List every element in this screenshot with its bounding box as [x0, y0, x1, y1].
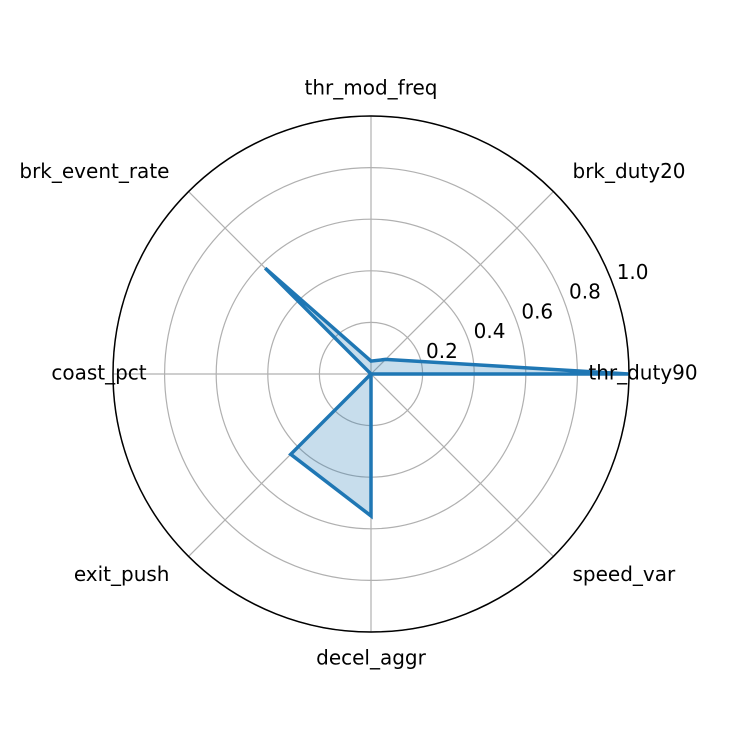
- r-tick-label-1: 0.2: [426, 339, 458, 363]
- spoke-brk_duty20: [371, 192, 553, 374]
- axis-label-thr_duty90: thr_duty90: [588, 361, 697, 385]
- r-tick-label-2: 0.4: [474, 319, 506, 343]
- r-tick-label-4: 0.8: [569, 280, 601, 304]
- r-tick-label-5: 1.0: [617, 260, 649, 284]
- axis-label-thr_mod_freq: thr_mod_freq: [305, 76, 438, 100]
- axis-label-brk_duty20: brk_duty20: [573, 159, 686, 183]
- axis-label-speed_var: speed_var: [573, 562, 677, 586]
- series-layer: [265, 268, 629, 516]
- spoke-speed_var: [371, 374, 553, 556]
- r-tick-label-3: 0.6: [521, 299, 553, 323]
- axis-label-decel_aggr: decel_aggr: [316, 646, 427, 670]
- axis-label-exit_push: exit_push: [74, 562, 170, 586]
- axis-label-brk_event_rate: brk_event_rate: [19, 159, 169, 183]
- axis-label-coast_pct: coast_pct: [51, 361, 146, 385]
- series-line-0: [265, 268, 629, 516]
